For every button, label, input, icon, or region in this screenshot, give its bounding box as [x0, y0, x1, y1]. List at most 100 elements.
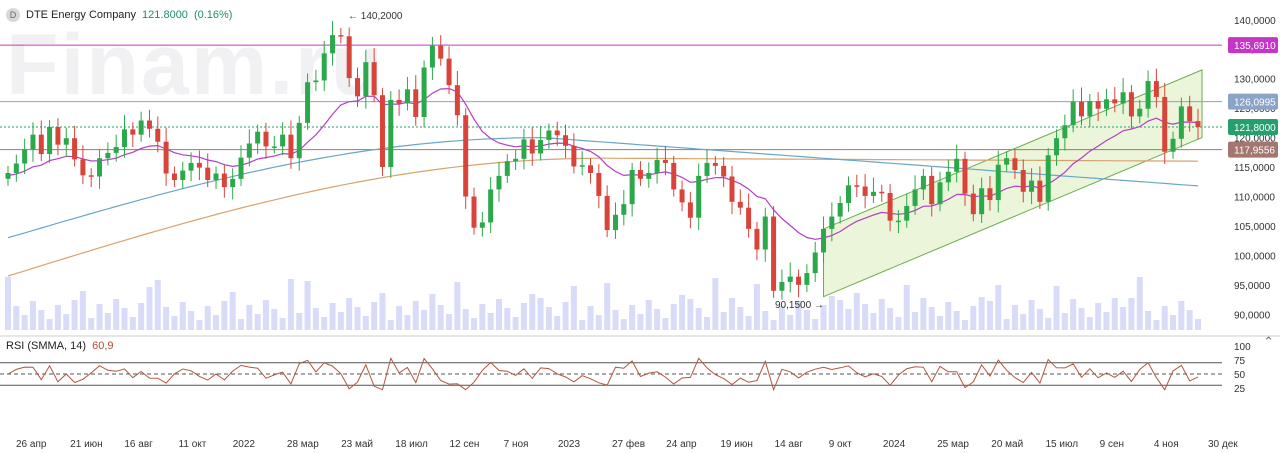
- volume-bar: [795, 301, 802, 330]
- volume-bar: [271, 309, 278, 330]
- volume-bar: [520, 303, 527, 330]
- candle-body: [513, 158, 519, 162]
- price-badge-label: 121,8000: [1234, 123, 1276, 134]
- candle-body: [13, 163, 19, 173]
- chart-header: D DTE Energy Company 121.8000 (0.16%): [6, 8, 232, 22]
- price-badge-label: 117,9556: [1234, 146, 1275, 157]
- volume-bar: [612, 310, 619, 330]
- volume-bar: [1186, 310, 1193, 330]
- volume-bar: [895, 317, 902, 330]
- volume-bar: [595, 315, 602, 330]
- volume-bar: [887, 308, 894, 330]
- candle-body: [105, 152, 111, 159]
- volume-bar: [695, 308, 702, 330]
- candle-body: [529, 139, 535, 154]
- candle-body: [313, 80, 319, 83]
- volume-bar: [362, 316, 369, 330]
- candle-body: [796, 276, 802, 285]
- candle-body: [1120, 92, 1126, 104]
- volume-bar: [1011, 305, 1018, 330]
- candle-body: [388, 99, 394, 168]
- candle-body: [821, 228, 827, 253]
- candle-body: [954, 158, 960, 172]
- candle-body: [479, 222, 485, 228]
- candle-body: [887, 192, 893, 221]
- price-badge: [1228, 93, 1278, 110]
- candle-body: [870, 191, 876, 196]
- time-tick-label: 2023: [558, 439, 581, 450]
- candle-body: [762, 216, 768, 250]
- candle-body: [920, 175, 926, 190]
- time-tick-label: 9 окт: [829, 439, 852, 450]
- candle-body: [1137, 108, 1143, 117]
- time-tick-label: 26 апр: [16, 439, 47, 450]
- volume-bar: [154, 280, 161, 330]
- volume-bar: [579, 320, 586, 330]
- volume-bar: [371, 302, 378, 330]
- candle-body: [962, 158, 968, 194]
- candle-body: [1062, 125, 1068, 139]
- candle-body: [47, 126, 53, 155]
- candle-body: [379, 95, 385, 168]
- volume-bar: [171, 316, 178, 330]
- candle-body: [604, 195, 610, 231]
- volume-bar: [329, 303, 336, 330]
- collapse-pane-icon[interactable]: ⌃: [1263, 334, 1274, 349]
- volume-bar: [446, 314, 453, 330]
- volume-bar: [196, 320, 203, 330]
- candle-body: [30, 134, 36, 150]
- candle-body: [754, 228, 760, 250]
- volume-bar: [512, 317, 519, 330]
- price-badge-label: 135,6910: [1234, 41, 1276, 52]
- candle-body: [987, 188, 993, 201]
- volume-bar: [163, 307, 170, 330]
- candle-body: [122, 129, 128, 148]
- volume-bar: [71, 300, 78, 330]
- candle-body: [221, 173, 227, 188]
- volume-bar: [1178, 301, 1185, 330]
- volume-bar: [296, 313, 303, 330]
- candle-body: [970, 193, 976, 215]
- volume-bar: [1020, 314, 1027, 330]
- volume-bar: [745, 316, 752, 330]
- volume-bar: [645, 300, 652, 330]
- candle-body: [912, 189, 918, 206]
- volume-bar: [337, 312, 344, 330]
- candle-body: [38, 134, 44, 155]
- candle-body: [1012, 158, 1018, 170]
- time-tick-label: 14 авг: [775, 439, 804, 450]
- volume-bar: [287, 279, 294, 330]
- candle-body: [637, 170, 643, 179]
- candle-body: [895, 220, 901, 223]
- volume-bar: [662, 318, 669, 330]
- candle-body: [338, 35, 344, 37]
- candle-body: [330, 35, 336, 54]
- price-badge: [1228, 118, 1278, 135]
- candle-body: [138, 120, 144, 135]
- volume-bar: [953, 311, 960, 330]
- volume-bar: [870, 313, 877, 330]
- rsi-tick-label: 25: [1234, 384, 1246, 395]
- rsi-label: RSI (SMMA, 14): [6, 340, 87, 352]
- volume-bar: [654, 309, 661, 330]
- candle-body: [729, 176, 735, 202]
- candle-body: [612, 214, 618, 231]
- high-annotation: ← 140,2000: [348, 11, 403, 22]
- candle-body: [1078, 101, 1084, 117]
- volume-bar: [720, 312, 727, 330]
- volume-bar: [945, 302, 952, 330]
- candle-body: [804, 273, 810, 285]
- volume-bar: [146, 287, 153, 330]
- volume-bar: [1078, 308, 1085, 330]
- volume-bar: [1028, 300, 1035, 330]
- volume-bar: [487, 313, 494, 330]
- volume-bar: [787, 315, 794, 330]
- candle-body: [538, 139, 544, 154]
- volume-bar: [113, 299, 120, 330]
- volume-bar: [679, 295, 686, 330]
- volume-bar: [828, 296, 835, 330]
- candle-body: [255, 131, 261, 144]
- volume-bar: [1111, 298, 1118, 330]
- candle-body: [1128, 92, 1134, 117]
